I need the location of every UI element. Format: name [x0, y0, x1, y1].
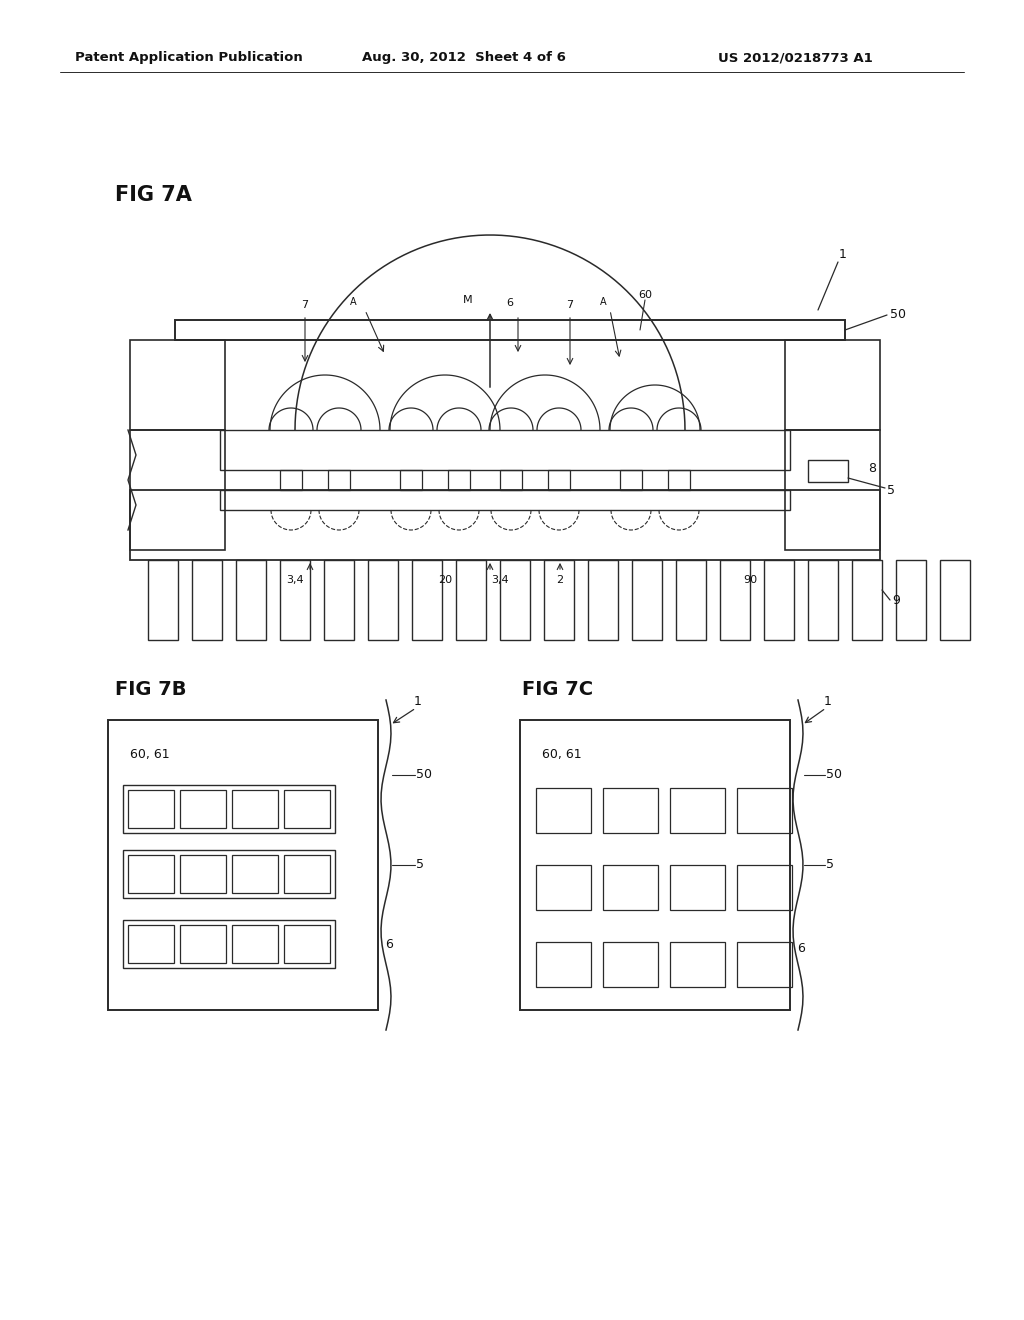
- Bar: [676, 560, 706, 640]
- Bar: [668, 470, 690, 490]
- Bar: [603, 788, 658, 833]
- Bar: [180, 789, 226, 828]
- Text: 5: 5: [826, 858, 834, 871]
- Bar: [123, 785, 335, 833]
- Bar: [940, 560, 970, 640]
- Bar: [737, 942, 792, 987]
- Bar: [548, 470, 570, 490]
- Bar: [128, 789, 174, 828]
- Text: 20: 20: [438, 576, 452, 585]
- Bar: [123, 850, 335, 898]
- Text: 2: 2: [556, 576, 563, 585]
- Bar: [324, 560, 354, 640]
- Text: A: A: [349, 297, 356, 308]
- Bar: [280, 560, 310, 640]
- Bar: [603, 942, 658, 987]
- Bar: [232, 855, 278, 894]
- Bar: [670, 942, 725, 987]
- Bar: [536, 865, 591, 909]
- Bar: [328, 470, 350, 490]
- Bar: [193, 560, 222, 640]
- Text: M: M: [463, 294, 473, 305]
- Bar: [148, 560, 178, 640]
- Text: 6: 6: [385, 939, 393, 952]
- Text: 3,4: 3,4: [286, 576, 304, 585]
- Bar: [544, 560, 574, 640]
- Text: 60, 61: 60, 61: [130, 748, 170, 762]
- Bar: [670, 788, 725, 833]
- Bar: [632, 560, 662, 640]
- Bar: [236, 560, 266, 640]
- Bar: [520, 719, 790, 1010]
- Text: Aug. 30, 2012  Sheet 4 of 6: Aug. 30, 2012 Sheet 4 of 6: [362, 51, 566, 65]
- Bar: [808, 560, 838, 640]
- Bar: [670, 865, 725, 909]
- Text: FIG 7A: FIG 7A: [115, 185, 191, 205]
- Bar: [536, 788, 591, 833]
- Bar: [180, 925, 226, 964]
- Text: 1: 1: [824, 696, 831, 708]
- Bar: [737, 865, 792, 909]
- Bar: [130, 490, 880, 560]
- Bar: [500, 560, 530, 640]
- Text: 50: 50: [416, 768, 432, 781]
- Bar: [368, 560, 398, 640]
- Bar: [412, 560, 442, 640]
- Bar: [130, 341, 225, 430]
- Text: 50: 50: [826, 768, 842, 781]
- Text: FIG 7B: FIG 7B: [115, 680, 186, 700]
- Text: 5: 5: [416, 858, 424, 871]
- Bar: [896, 560, 926, 640]
- Bar: [175, 319, 845, 341]
- Bar: [808, 459, 848, 482]
- Bar: [284, 855, 330, 894]
- Bar: [180, 855, 226, 894]
- Text: 1: 1: [839, 248, 847, 261]
- Text: 1: 1: [414, 696, 422, 708]
- Text: 60: 60: [638, 290, 652, 300]
- Text: 3,4: 3,4: [492, 576, 509, 585]
- Text: 50: 50: [890, 309, 906, 322]
- Text: 7: 7: [301, 300, 308, 310]
- Bar: [128, 855, 174, 894]
- Bar: [852, 560, 882, 640]
- Bar: [280, 470, 302, 490]
- Bar: [764, 560, 794, 640]
- Bar: [232, 789, 278, 828]
- Bar: [785, 341, 880, 430]
- Bar: [785, 430, 880, 550]
- Text: 90: 90: [743, 576, 757, 585]
- Bar: [456, 560, 486, 640]
- Bar: [220, 490, 790, 510]
- Text: 5: 5: [887, 483, 895, 496]
- Bar: [284, 789, 330, 828]
- Text: Patent Application Publication: Patent Application Publication: [75, 51, 303, 65]
- Text: 7: 7: [566, 300, 573, 310]
- Text: 6: 6: [797, 941, 805, 954]
- Bar: [500, 470, 522, 490]
- Bar: [232, 925, 278, 964]
- Bar: [620, 470, 642, 490]
- Bar: [449, 470, 470, 490]
- Text: 60, 61: 60, 61: [542, 748, 582, 762]
- Text: 9: 9: [892, 594, 900, 606]
- Bar: [400, 470, 422, 490]
- Bar: [108, 719, 378, 1010]
- Bar: [123, 920, 335, 968]
- Text: 6: 6: [507, 298, 513, 308]
- Bar: [128, 925, 174, 964]
- Text: US 2012/0218773 A1: US 2012/0218773 A1: [718, 51, 872, 65]
- Bar: [130, 430, 225, 550]
- Text: FIG 7C: FIG 7C: [522, 680, 593, 700]
- Bar: [284, 925, 330, 964]
- Bar: [588, 560, 618, 640]
- Bar: [603, 865, 658, 909]
- Text: A: A: [600, 297, 606, 308]
- Bar: [536, 942, 591, 987]
- Text: 8: 8: [868, 462, 876, 474]
- Bar: [737, 788, 792, 833]
- Bar: [220, 430, 790, 470]
- Bar: [720, 560, 750, 640]
